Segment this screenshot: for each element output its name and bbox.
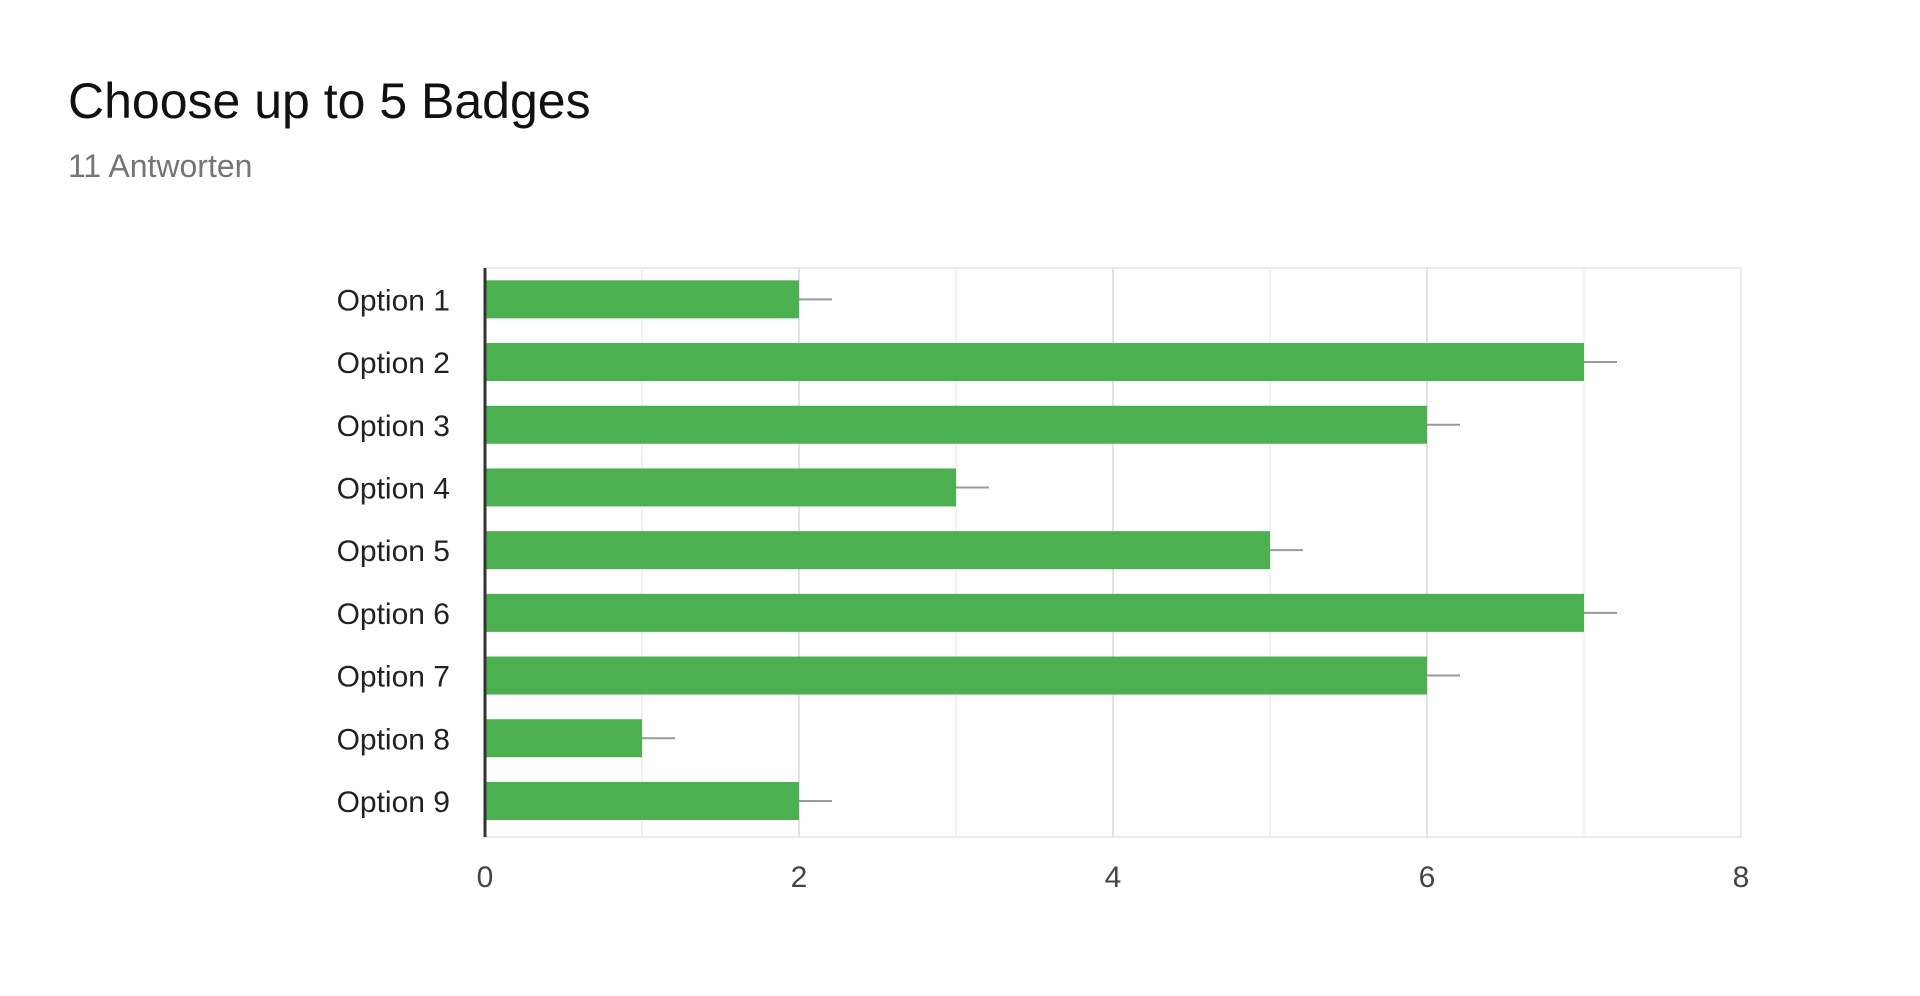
category-label: Option 7 [337,661,450,694]
bars [485,280,1617,820]
x-tick-label: 4 [1105,861,1122,894]
category-label: Option 4 [337,472,450,505]
category-label: Option 2 [337,347,450,380]
bar [485,781,799,820]
category-label: Option 3 [337,410,450,443]
bar [485,719,642,758]
x-tick-label: 8 [1733,861,1750,894]
bar [485,593,1584,632]
labels: Option 1 Option 2 Option 3 Option 4 Option 5… [337,284,1750,894]
bar [485,280,799,319]
x-tick-label: 6 [1419,861,1436,894]
category-label: Option 1 [337,284,450,317]
x-tick-label: 0 [477,861,494,894]
bar [485,531,1270,570]
bar [485,468,956,507]
category-label: Option 9 [337,786,450,819]
category-label: Option 8 [337,723,450,756]
x-tick-label: 2 [791,861,808,894]
bar [485,405,1427,444]
bar [485,343,1584,382]
response-count: 11 Antworten [68,148,253,184]
category-label: Option 6 [337,598,450,631]
category-label: Option 5 [337,535,450,568]
chart-title: Choose up to 5 Badges [68,73,591,129]
bar [485,656,1427,695]
